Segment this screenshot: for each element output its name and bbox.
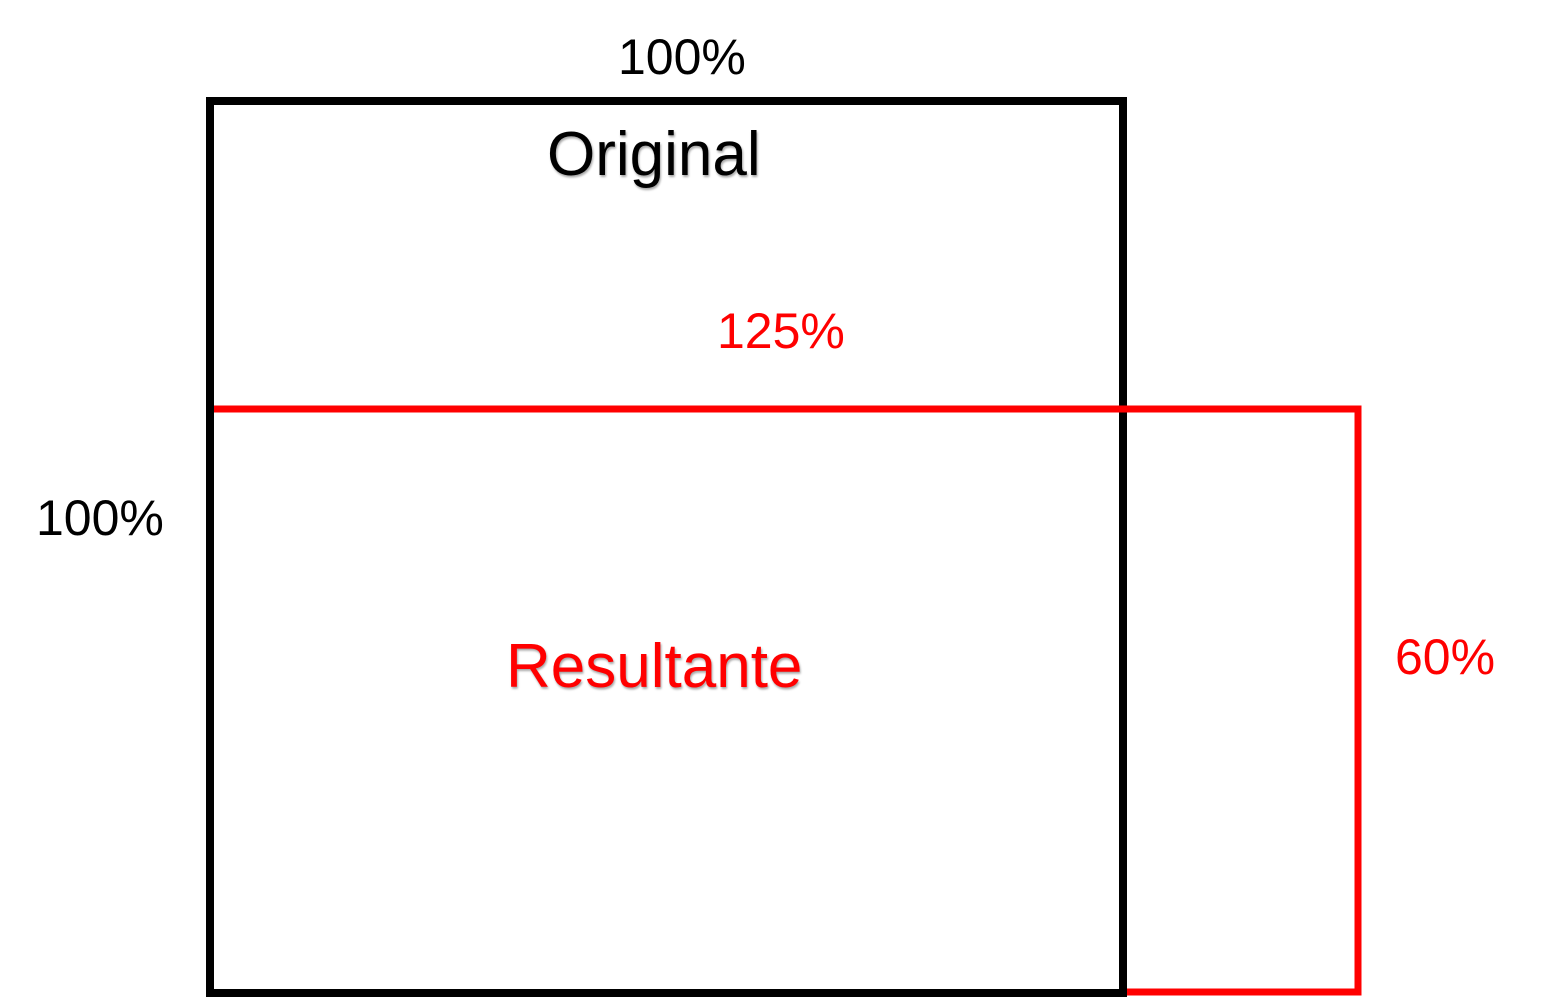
resultant-rectangle — [214, 405, 1362, 996]
original-title: Original — [547, 120, 761, 189]
resultant-width-label: 125% — [717, 303, 845, 359]
original-height-label: 100% — [36, 490, 164, 546]
original-rectangle — [206, 97, 1127, 997]
original-width-label: 100% — [618, 29, 746, 85]
resultant-title: Resultante — [506, 632, 803, 701]
resultant-height-label: 60% — [1395, 629, 1496, 685]
